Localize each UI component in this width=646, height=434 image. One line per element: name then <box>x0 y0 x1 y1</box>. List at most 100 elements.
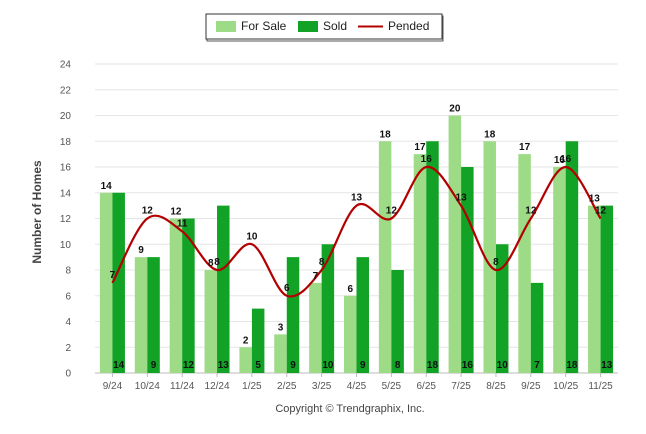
legend-label-for-sale: For Sale <box>241 19 287 33</box>
label-for-sale: 17 <box>519 142 531 153</box>
label-sold: 9 <box>151 360 157 371</box>
bar-sold <box>112 192 125 373</box>
label-for-sale: 14 <box>101 181 113 192</box>
bar-for-sale <box>169 218 183 373</box>
data-labels: 14 14 9 9 12 12 8 13 2 5 3 9 7 10 6 9 18 8 17 18 20 16 18 10 17 7… <box>101 104 613 372</box>
label-sold: 10 <box>322 360 334 371</box>
label-pended: 10 <box>246 231 258 242</box>
x-tick-label: 3/25 <box>312 381 332 392</box>
label-pended: 8 <box>319 257 325 268</box>
label-pended: 8 <box>214 257 220 268</box>
label-sold: 12 <box>183 360 195 371</box>
y-tick-label: 2 <box>65 343 71 354</box>
y-tick-label: 14 <box>60 188 72 199</box>
label-for-sale: 20 <box>449 104 461 115</box>
x-tick-label: 8/25 <box>486 381 506 392</box>
bar-sold <box>251 308 265 373</box>
label-pended: 12 <box>595 206 607 217</box>
label-sold: 18 <box>566 360 578 371</box>
legend-swatch-for-sale <box>216 21 236 32</box>
label-pended: 12 <box>525 206 537 217</box>
bar-for-sale <box>588 205 601 373</box>
label-for-sale: 6 <box>347 284 353 295</box>
bar-for-sale <box>413 154 427 373</box>
x-tick-label: 12/24 <box>205 381 230 392</box>
label-pended: 12 <box>386 206 398 217</box>
label-pended: 16 <box>560 154 572 165</box>
copyright-text: Copyright © Trendgraphix, Inc. <box>275 403 424 415</box>
legend: For Sale Sold Pended <box>205 13 444 42</box>
bar-for-sale <box>204 270 218 373</box>
bar-sold <box>147 257 160 373</box>
label-for-sale: 2 <box>243 335 249 346</box>
bar-sold <box>321 244 335 373</box>
label-sold: 16 <box>462 360 474 371</box>
y-tick-label: 24 <box>60 60 72 71</box>
bar-for-sale <box>274 334 287 373</box>
bars <box>99 115 614 373</box>
x-tick-label: 4/25 <box>347 381 367 392</box>
x-tick-label: 10/24 <box>135 381 160 392</box>
bar-for-sale <box>553 167 566 373</box>
x-tick-label: 11/25 <box>588 381 613 392</box>
label-sold: 13 <box>601 360 613 371</box>
legend-label-pended: Pended <box>388 19 429 33</box>
label-pended: 13 <box>456 193 468 204</box>
x-tick-label: 11/24 <box>170 381 195 392</box>
x-tick-label: 6/25 <box>416 381 436 392</box>
label-sold: 8 <box>395 360 401 371</box>
label-sold: 18 <box>427 360 439 371</box>
label-sold: 9 <box>290 360 296 371</box>
x-tick-label: 9/25 <box>521 381 541 392</box>
x-tick-label: 1/25 <box>242 381 262 392</box>
label-pended: 6 <box>284 283 290 294</box>
x-tick-label: 2/25 <box>277 381 297 392</box>
x-tick-label: 5/25 <box>382 381 402 392</box>
label-for-sale: 18 <box>380 129 392 140</box>
bar-sold <box>426 141 439 373</box>
bar-for-sale <box>309 282 322 373</box>
pended-line <box>111 165 602 298</box>
label-for-sale: 16 <box>554 155 566 166</box>
y-tick-label: 12 <box>60 214 72 225</box>
y-tick-label: 4 <box>65 317 71 328</box>
label-sold: 7 <box>534 360 540 371</box>
label-for-sale: 8 <box>208 258 214 269</box>
y-tick-label: 10 <box>60 240 72 251</box>
pended-line-layer <box>111 165 602 298</box>
label-for-sale: 17 <box>414 142 426 153</box>
bar-for-sale <box>448 115 462 373</box>
bar-sold <box>217 205 230 373</box>
label-for-sale: 12 <box>170 207 182 218</box>
label-sold: 5 <box>255 360 261 371</box>
label-for-sale: 18 <box>484 129 496 140</box>
bar-sold <box>461 167 474 373</box>
x-axis-ticks: 9/24 10/24 11/24 12/24 1/25 2/25 3/25 4/25 5/25 6… <box>103 373 613 392</box>
label-pended: 12 <box>142 206 154 217</box>
x-tick-label: 9/24 <box>103 381 123 392</box>
label-pended: 11 <box>177 218 188 229</box>
bar-sold <box>356 257 369 373</box>
bar-sold <box>495 244 509 373</box>
bar-for-sale <box>483 141 496 373</box>
legend-label-sold: Sold <box>323 19 347 33</box>
label-for-sale: 3 <box>278 322 284 333</box>
label-pended: 13 <box>351 193 363 204</box>
x-tick-label: 10/25 <box>553 381 578 392</box>
bar-sold <box>565 141 579 373</box>
bar-for-sale <box>239 347 252 373</box>
label-sold: 13 <box>218 360 230 371</box>
legend-box <box>205 13 443 40</box>
label-pended: 16 <box>421 154 433 165</box>
x-tick-label: 7/25 <box>451 381 471 392</box>
y-tick-label: 22 <box>60 85 72 96</box>
bar-for-sale <box>344 295 357 373</box>
bar-sold <box>182 218 195 373</box>
legend-swatch-sold <box>298 21 318 32</box>
y-tick-label: 20 <box>60 111 72 122</box>
y-tick-label: 6 <box>65 291 71 302</box>
label-pended: 8 <box>493 257 499 268</box>
label-for-sale: 7 <box>313 271 319 282</box>
